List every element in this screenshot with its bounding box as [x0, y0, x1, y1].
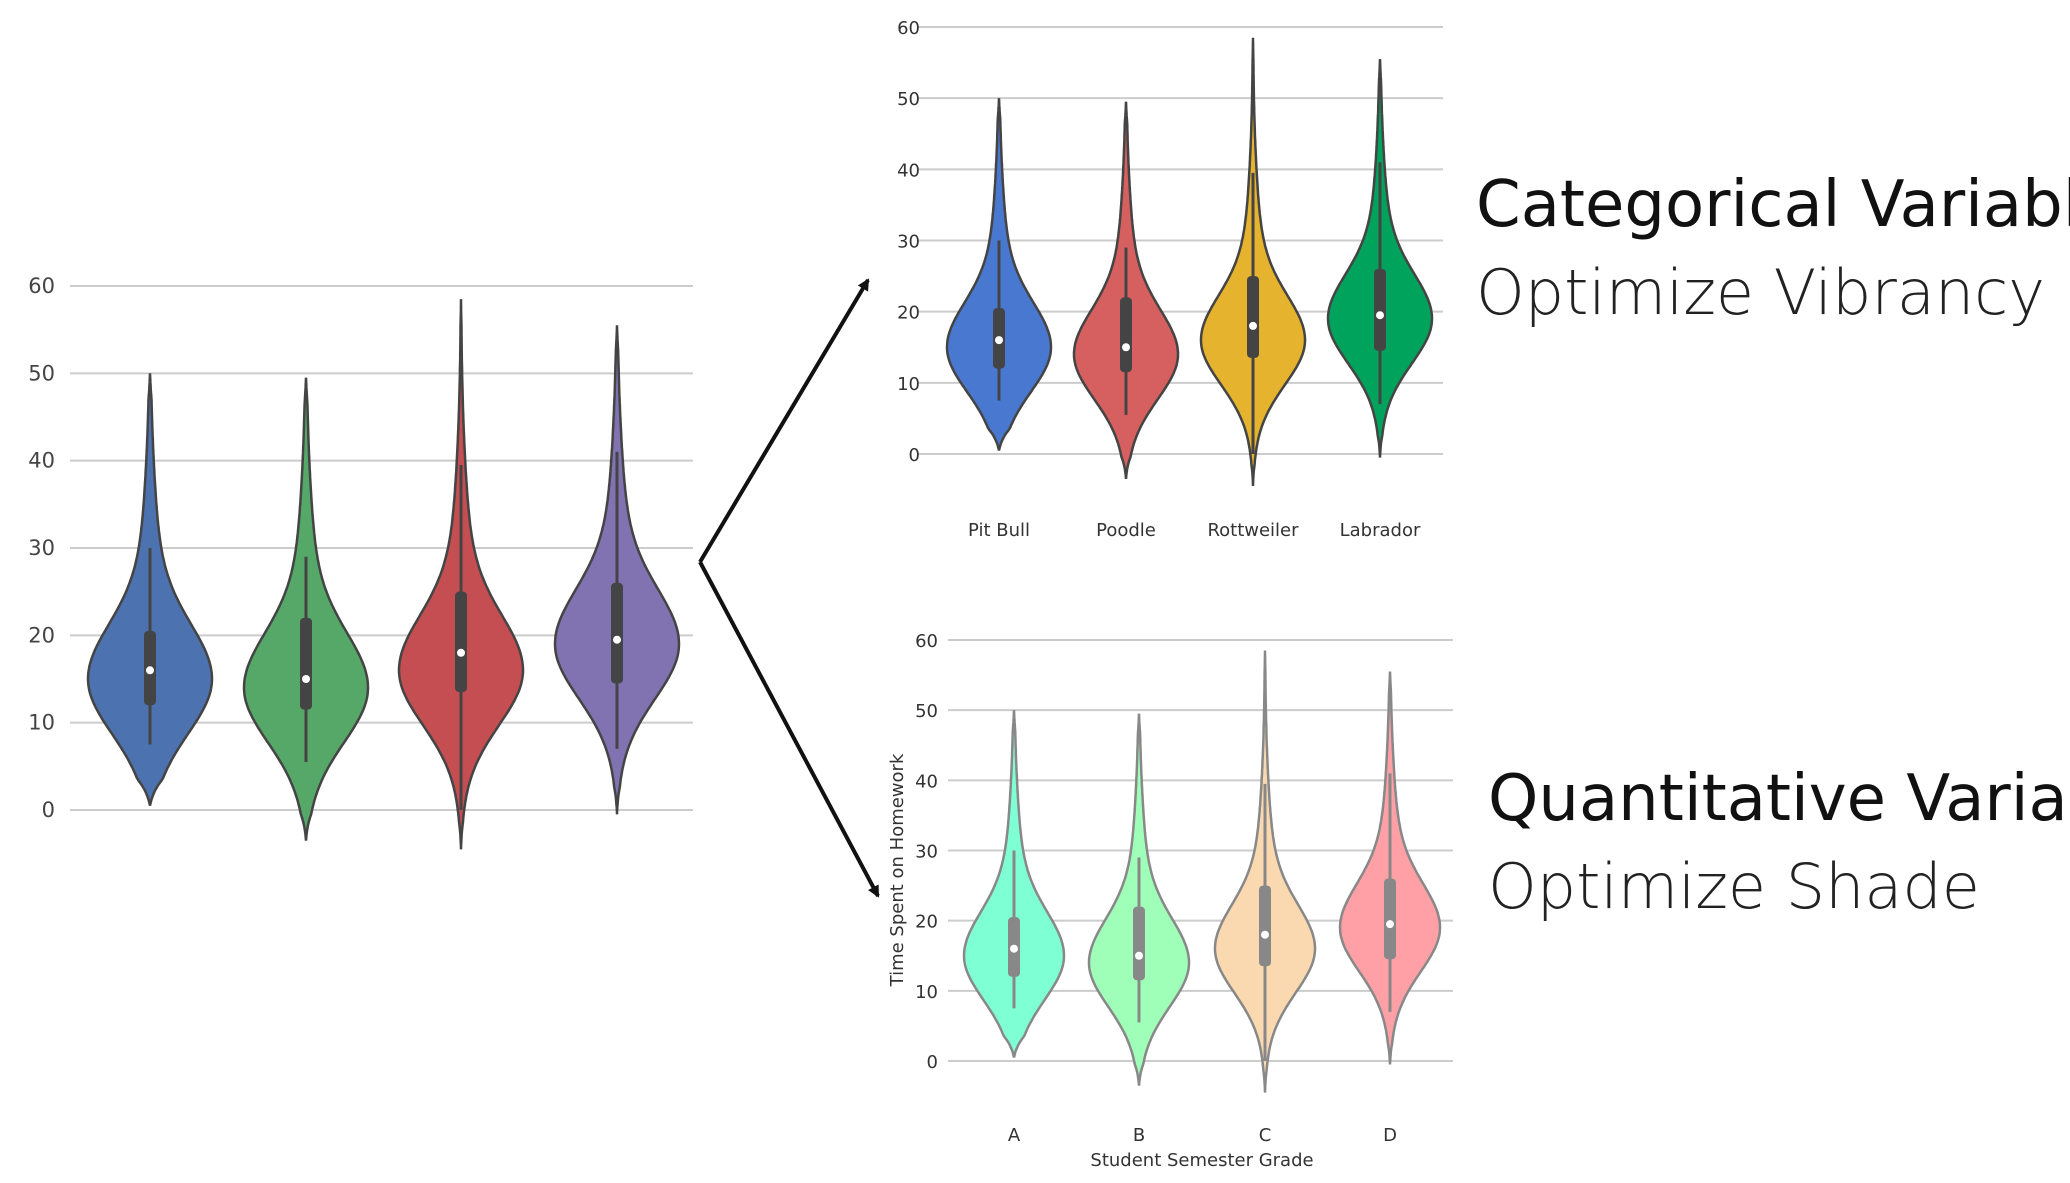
arrow-to-categorical — [698, 278, 870, 564]
violin-iqr-box — [455, 591, 467, 693]
x-category-label: Pit Bull — [968, 520, 1030, 541]
y-tick-label: 60 — [915, 631, 938, 652]
x-category-label: Rottweiler — [1207, 520, 1299, 541]
violin-median-dot — [1261, 930, 1269, 939]
y-tick-label: 20 — [28, 623, 55, 647]
violin-iqr-box — [1384, 878, 1396, 960]
violin-chart-quantitative: 0 10 20 30 40 50 60 A B C D Student Semester Grade T… — [887, 631, 1453, 1171]
y-tick-label: 0 — [927, 1052, 938, 1073]
x-category-label: A — [1008, 1125, 1021, 1146]
y-tick-label: 0 — [909, 445, 920, 466]
y-tick-label: 20 — [915, 912, 938, 933]
violin-median-dot — [613, 635, 621, 644]
y-tick-label: 50 — [28, 361, 55, 385]
y-tick-label: 30 — [897, 232, 920, 253]
x-category-label: Labrador — [1340, 520, 1421, 541]
violin-iqr-box — [1374, 268, 1386, 351]
x-axis-label: Student Semester Grade — [1090, 1150, 1313, 1171]
quantitative-subtitle: Optimize Shade — [1488, 850, 1980, 923]
categorical-subtitle: Optimize Vibrancy — [1476, 256, 2045, 329]
connector-arrows — [698, 278, 880, 898]
violin-iqr-box — [1120, 297, 1132, 373]
violin-median-dot — [1135, 951, 1143, 960]
x-category-label: B — [1133, 1125, 1145, 1146]
y-tick-label: 10 — [28, 711, 55, 735]
y-tick-label: 20 — [897, 303, 920, 324]
y-axis-label: Time Spent on Homework — [887, 753, 908, 987]
y-tick-label: 40 — [897, 160, 920, 181]
y-tick-label: 30 — [28, 536, 55, 560]
violin-median-dot — [1122, 343, 1130, 352]
categorical-title: Categorical Variable — [1476, 168, 2070, 242]
y-tick-label: 40 — [915, 771, 938, 792]
y-tick-label: 30 — [915, 842, 938, 863]
arrow-to-quantitative — [698, 561, 880, 898]
violin-iqr-box — [300, 617, 312, 710]
quantitative-title: Quantitative Variable — [1488, 762, 2070, 836]
y-tick-label: 60 — [28, 274, 55, 298]
violin-iqr-box — [611, 582, 623, 684]
violin-iqr-box — [1133, 906, 1145, 981]
violin-median-dot — [1386, 920, 1394, 929]
violin-median-dot — [1376, 311, 1384, 320]
y-tick-label: 40 — [28, 449, 55, 473]
violin-chart-categorical: 0 10 20 30 40 50 60 Pit Bull Poodle Rottweiler Lab… — [897, 18, 1443, 541]
y-tick-label: 0 — [42, 798, 55, 822]
y-tick-label: 60 — [897, 18, 920, 39]
violin-iqr-box — [1259, 885, 1271, 967]
violin-median-dot — [1249, 321, 1257, 330]
violin-median-dot — [146, 666, 154, 675]
y-tick-label: 10 — [897, 374, 920, 395]
violin-median-dot — [1010, 944, 1018, 953]
y-tick-label: 50 — [897, 89, 920, 110]
violin-median-dot — [457, 648, 465, 657]
x-category-label: D — [1383, 1125, 1397, 1146]
x-category-label: C — [1259, 1125, 1272, 1146]
x-category-label: Poodle — [1096, 520, 1156, 541]
violin-chart-left: 0 10 20 30 40 50 60 — [28, 274, 693, 850]
y-tick-label: 50 — [915, 701, 938, 722]
violin-median-dot — [995, 336, 1003, 345]
violin-iqr-box — [1247, 276, 1259, 358]
y-tick-label: 10 — [915, 982, 938, 1003]
violin-median-dot — [302, 675, 310, 683]
